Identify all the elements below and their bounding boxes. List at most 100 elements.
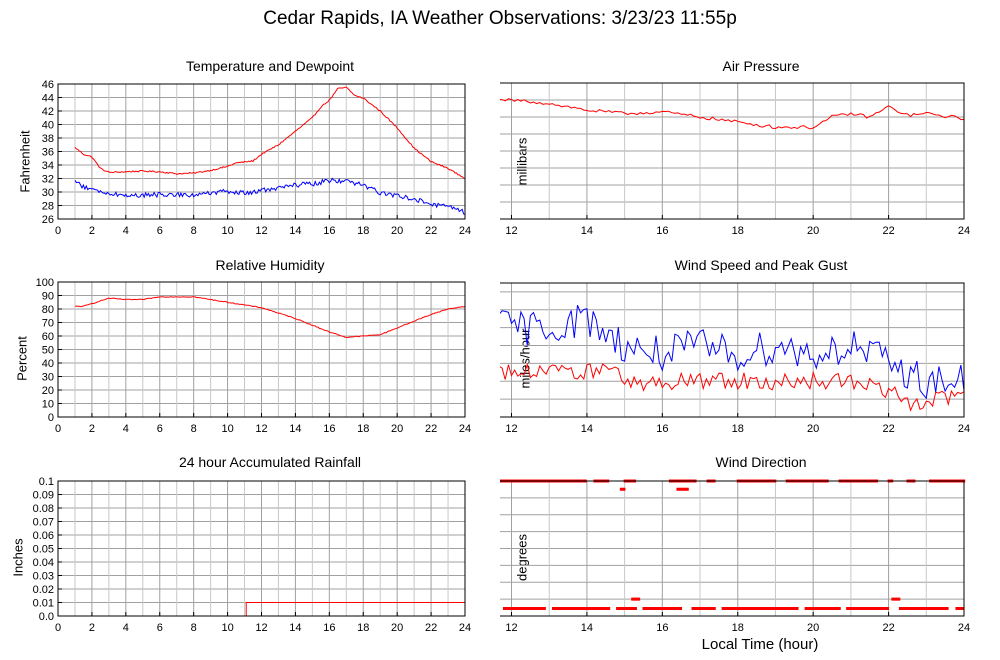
chart-wind-speed: Wind Speed and Peak Gust miles/hour 0246…	[500, 250, 1000, 440]
wind-direction-point	[878, 607, 881, 610]
wind-direction-point	[871, 607, 874, 610]
wind-direction-point	[708, 607, 711, 610]
x-tick-label: 16	[323, 622, 335, 634]
wind-direction-point	[673, 607, 676, 610]
x-tick-label: 14	[581, 423, 593, 435]
wind-direction-point	[596, 607, 599, 610]
wind-direction-point	[873, 607, 876, 610]
x-tick-label: 0	[55, 423, 61, 435]
x-tick-label: 12	[255, 423, 267, 435]
wind-direction-point	[604, 607, 607, 610]
wind-direction-point	[565, 607, 568, 610]
x-tick-label: 18	[732, 225, 744, 237]
x-tick-label: 20	[807, 423, 819, 435]
wind-direction-point	[726, 607, 729, 610]
wind-direction-point	[705, 607, 708, 610]
chart-title: Wind Speed and Peak Gust	[674, 257, 848, 273]
wind-direction-point	[647, 607, 650, 610]
y-tick-label: 0.02	[33, 584, 54, 596]
wind-direction-point	[654, 607, 657, 610]
wind-direction-point	[536, 607, 540, 610]
wind-direction-point	[567, 607, 570, 610]
rainfall-plot: 0 2 4 6 8 10 12 14 16 18 20 22 240.00.010.020.030.04…	[33, 476, 472, 634]
wind-direction-point	[898, 607, 902, 610]
wind-direction-point	[866, 607, 869, 610]
wind-direction-point	[863, 607, 866, 610]
wind-direction-point	[622, 607, 626, 610]
wind-direction-point	[531, 607, 535, 610]
x-tick-label: 14	[289, 622, 301, 634]
wind-direction-point	[652, 607, 655, 610]
x-tick-label: 20	[391, 423, 403, 435]
x-tick-label: 16	[323, 423, 335, 435]
wind-direction-point	[575, 607, 578, 610]
wind-direction-point	[924, 607, 927, 610]
chart-title: 24 hour Accumulated Rainfall	[178, 454, 362, 470]
chart-title: Temperature and Dewpoint	[185, 58, 355, 74]
wind-direction-point	[836, 607, 840, 610]
wind-direction-point	[511, 607, 514, 610]
x-tick-label: 22	[425, 622, 437, 634]
wind-direction-point	[917, 607, 920, 610]
wind-direction-point	[772, 607, 775, 610]
x-tick-label: 12	[505, 225, 517, 237]
x-tick-label: 4	[123, 225, 129, 237]
y-tick-label: 0.06	[33, 530, 54, 542]
wind-direction-point	[868, 607, 871, 610]
wind-direction-point	[894, 597, 897, 601]
y-tick-label: 90	[42, 291, 54, 303]
chart-title: Wind Direction	[715, 454, 807, 470]
wind-direction-point	[698, 607, 701, 610]
wind-direction-point	[828, 607, 831, 610]
wind-direction-point	[617, 607, 620, 610]
wind-direction-point	[667, 607, 671, 610]
x-tick-label: 14	[581, 225, 593, 237]
x-tick-label: 24	[459, 622, 471, 634]
wind-direction-point	[574, 607, 577, 610]
wind-direction-point	[927, 607, 930, 610]
page-title: Cedar Rapids, IA Weather Observations: 3…	[263, 8, 737, 29]
wind-direction-point	[509, 607, 512, 610]
wind-direction-point	[728, 607, 731, 610]
wind-direction-point	[789, 607, 792, 610]
wind-direction-point	[941, 607, 944, 610]
x-tick-label: 12	[255, 225, 267, 237]
wind-direction-point	[521, 607, 524, 610]
wind-direction-point	[679, 487, 683, 491]
wind-direction-point	[809, 607, 812, 610]
wind-direction-point	[671, 607, 674, 610]
y-tick-label: 100	[36, 277, 54, 289]
wind-direction-point	[621, 607, 624, 610]
wind-direction-point	[774, 607, 777, 610]
wind-direction-point	[804, 607, 807, 610]
wind-direction-point	[607, 607, 611, 610]
wind-direction-point	[631, 607, 634, 610]
wind-direction-point	[636, 597, 639, 601]
wind-direction-point	[551, 607, 555, 610]
wind-direction-point	[743, 607, 746, 610]
y-tick-label: 40	[42, 120, 54, 132]
y-tick-label: 0.0	[39, 611, 54, 623]
wind-direction-point	[757, 607, 760, 610]
wind-direction-point	[627, 607, 631, 610]
wind-direction-point	[686, 487, 689, 491]
wind-direction-point	[939, 607, 942, 610]
wind-direction-point	[597, 607, 600, 610]
wind-direction-point	[891, 597, 894, 601]
wind-direction-point	[711, 607, 715, 610]
wind-direction-point	[735, 607, 738, 610]
wind-direction-point	[893, 597, 896, 601]
wind-direction-point	[562, 607, 565, 610]
wind-direction-point	[696, 607, 699, 610]
wind-direction-point	[777, 607, 780, 610]
wind-direction-point	[553, 607, 556, 610]
chart-wind-direction: Wind Direction degrees 02468101214161820…	[500, 448, 1000, 638]
wind-direction-point	[747, 607, 750, 610]
wind-direction-point	[943, 607, 946, 610]
wind-direction-point	[903, 607, 907, 610]
y-tick-label: 0.1	[39, 476, 54, 488]
wind-direction-point	[584, 607, 587, 610]
x-tick-label: 2	[89, 423, 95, 435]
